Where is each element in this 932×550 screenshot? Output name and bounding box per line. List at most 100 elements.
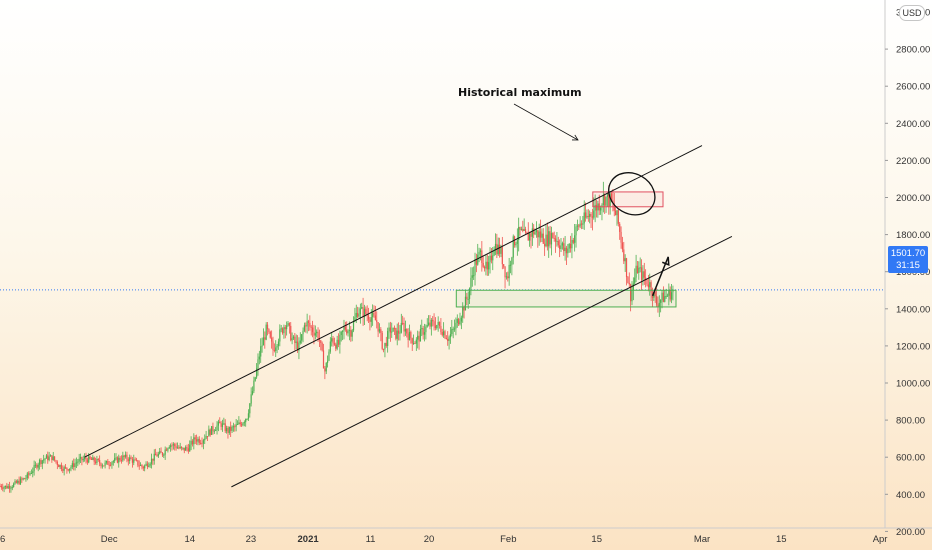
candle-body bbox=[70, 467, 72, 469]
candle-body bbox=[275, 347, 277, 351]
candle-body bbox=[291, 338, 293, 341]
candle-body bbox=[49, 455, 52, 457]
candle-body bbox=[93, 457, 95, 462]
candle-body bbox=[378, 329, 381, 332]
candle-body bbox=[194, 437, 196, 440]
candle-body bbox=[45, 455, 48, 459]
candle-body bbox=[494, 243, 497, 250]
x-tick-label: 23 bbox=[246, 534, 257, 545]
candle-body bbox=[586, 215, 588, 218]
currency-badge[interactable]: USD bbox=[899, 5, 925, 21]
candle-body bbox=[664, 296, 666, 302]
candle-body bbox=[219, 421, 221, 424]
candle-body bbox=[239, 422, 241, 425]
candle-body bbox=[58, 465, 60, 468]
candle-body bbox=[144, 465, 146, 469]
candle-body bbox=[313, 332, 315, 336]
x-tick-label: 2021 bbox=[298, 534, 320, 545]
candle-body bbox=[344, 326, 346, 330]
candle-body bbox=[576, 225, 578, 227]
candle-body bbox=[657, 304, 659, 307]
candle-body bbox=[444, 331, 446, 339]
candle-body bbox=[75, 462, 78, 464]
candle-body bbox=[384, 342, 386, 350]
candle-body bbox=[224, 423, 226, 432]
candle-body bbox=[669, 290, 671, 300]
candle-body bbox=[507, 276, 509, 279]
candle-body bbox=[7, 486, 9, 489]
candle-body bbox=[468, 288, 471, 299]
candle-body bbox=[284, 327, 286, 330]
candle-body bbox=[66, 467, 68, 470]
candle-body bbox=[157, 453, 159, 457]
candle-body bbox=[449, 334, 452, 338]
candle-body bbox=[225, 427, 228, 432]
candle-body bbox=[92, 457, 94, 460]
candle-body bbox=[200, 442, 202, 444]
candle-body bbox=[346, 329, 348, 334]
candle-body bbox=[60, 464, 63, 470]
candle-body bbox=[329, 341, 331, 352]
candle-body bbox=[335, 344, 337, 349]
candle-body bbox=[574, 235, 576, 243]
candle-body bbox=[86, 459, 88, 463]
candle-body bbox=[527, 233, 529, 241]
candle-body bbox=[109, 464, 112, 466]
x-tick-label: 16 bbox=[0, 534, 5, 545]
candle-body bbox=[483, 266, 486, 269]
candle-body bbox=[580, 223, 583, 225]
candle-body bbox=[624, 258, 626, 262]
candle-body bbox=[557, 240, 559, 246]
candle-body bbox=[54, 456, 56, 461]
candle-body bbox=[396, 330, 398, 339]
candle-body bbox=[301, 334, 303, 341]
candle-body bbox=[227, 427, 229, 433]
candle-body bbox=[550, 233, 553, 245]
candle-body bbox=[131, 458, 134, 463]
candle-body bbox=[303, 325, 305, 331]
candle-body bbox=[97, 459, 99, 461]
candle-body bbox=[503, 264, 505, 267]
candle-body bbox=[591, 216, 594, 218]
x-tick-label: Apr bbox=[873, 534, 888, 545]
resistance-zone bbox=[592, 191, 664, 208]
candle-body bbox=[422, 328, 424, 335]
candle-body bbox=[620, 231, 622, 243]
candle-body bbox=[421, 328, 423, 330]
candle-body bbox=[153, 453, 155, 461]
candle-body bbox=[370, 317, 372, 322]
candle-body bbox=[241, 424, 243, 426]
candle-body bbox=[250, 394, 252, 404]
candle-body bbox=[387, 331, 389, 346]
candle-body bbox=[150, 458, 153, 464]
candle-body bbox=[616, 210, 618, 216]
candle-body bbox=[563, 243, 565, 252]
candle-body bbox=[340, 331, 342, 335]
candle-body bbox=[548, 231, 550, 247]
candle-body bbox=[280, 328, 282, 330]
candle-body bbox=[544, 243, 546, 247]
candle-body bbox=[82, 459, 84, 461]
candle-body bbox=[51, 455, 53, 461]
candle-body bbox=[518, 227, 520, 240]
candle-body bbox=[19, 478, 22, 484]
candle-body bbox=[352, 321, 355, 331]
y-tick-label: 1000.00 bbox=[896, 379, 930, 390]
candle-body bbox=[377, 322, 379, 332]
candle-body bbox=[81, 456, 83, 461]
candle-body bbox=[492, 255, 494, 261]
candle-body bbox=[288, 323, 290, 326]
candle-body bbox=[337, 339, 340, 345]
x-tick-label: Mar bbox=[694, 534, 710, 545]
candle-body bbox=[216, 425, 218, 431]
candle-body bbox=[463, 307, 465, 311]
candle-body bbox=[164, 449, 166, 455]
candle-body bbox=[33, 465, 35, 472]
candle-body bbox=[545, 234, 547, 247]
x-tick-label: 11 bbox=[366, 534, 376, 545]
candle-body bbox=[549, 231, 551, 245]
candle-body bbox=[515, 243, 517, 246]
candle-body bbox=[520, 229, 523, 231]
candle-body bbox=[310, 326, 312, 328]
